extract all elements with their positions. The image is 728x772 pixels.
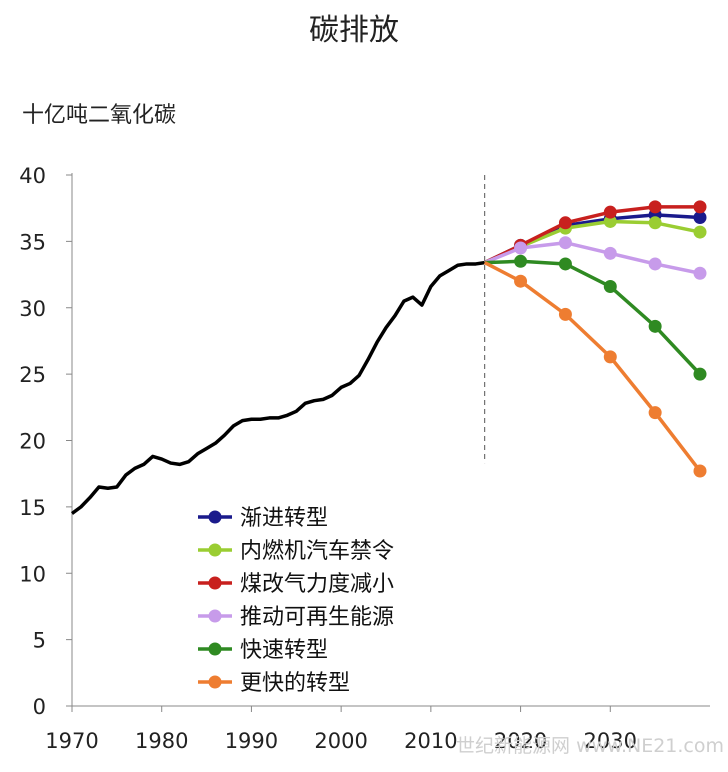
legend-label: 煤改气力度减小 — [240, 572, 394, 597]
legend-label: 快速转型 — [240, 638, 328, 663]
series-point-3 — [693, 200, 707, 214]
legend-label: 推动可再生能源 — [240, 605, 394, 630]
y-tick-label: 5 — [33, 629, 46, 653]
x-tick-labels: 1970 1980 1990 2000 2010 2020 2030 — [45, 706, 637, 753]
series-point-5 — [693, 367, 707, 381]
y-tick-label: 40 — [19, 164, 46, 188]
legend-label: 渐进转型 — [240, 506, 328, 531]
y-tick-label: 15 — [19, 496, 46, 520]
series-point-6 — [693, 464, 707, 478]
series-point-2 — [693, 225, 707, 239]
x-tick-label: 1970 — [45, 729, 98, 753]
legend-swatch-marker — [208, 576, 222, 590]
legend-swatch-marker — [208, 642, 222, 656]
series-point-5 — [603, 280, 617, 294]
series-line-1 — [483, 213, 701, 265]
y-tick-label: 35 — [19, 230, 46, 254]
series-point-4 — [648, 257, 662, 271]
watermark: 世纪新能源网 www.NE21.com — [456, 735, 724, 757]
series-point-5 — [558, 257, 572, 271]
x-tick-label: 1990 — [225, 729, 278, 753]
series-point-5 — [648, 319, 662, 333]
series-point-6 — [514, 274, 528, 288]
axes — [71, 173, 710, 707]
legend-swatch-marker — [208, 543, 222, 557]
x-tick-label: 2030 — [584, 729, 637, 753]
series-point-6 — [603, 350, 617, 364]
y-tick-label: 25 — [19, 363, 46, 387]
y-tick-label: 30 — [19, 297, 46, 321]
series-point-5 — [514, 254, 528, 268]
series-point-4 — [603, 246, 617, 260]
y-axis-label: 十亿吨二氧化碳 — [22, 103, 176, 128]
x-tick-label: 2010 — [404, 729, 457, 753]
y-tick-labels: 0 5 10 15 20 25 30 35 40 — [19, 164, 72, 719]
series-point-3 — [558, 216, 572, 230]
legend-label: 更快的转型 — [240, 671, 350, 696]
series-point-2 — [648, 216, 662, 230]
history-series — [70, 260, 485, 515]
x-tick-label: 2020 — [494, 729, 547, 753]
x-tick-label: 1980 — [135, 729, 188, 753]
series-point-3 — [648, 200, 662, 214]
series-line-6 — [483, 261, 702, 473]
chart-title: 碳排放 — [309, 13, 399, 48]
series-point-6 — [558, 307, 572, 321]
x-tick-label: 2000 — [314, 729, 367, 753]
legend-swatch-marker — [208, 609, 222, 623]
series-point-2 — [603, 214, 617, 228]
y-tick-label: 20 — [19, 430, 46, 454]
y-tick-label: 10 — [19, 562, 46, 586]
legend-label: 内燃机汽车禁令 — [240, 539, 394, 564]
legend-swatch-marker — [208, 510, 222, 524]
legend-swatch-marker — [208, 675, 222, 689]
series-point-6 — [648, 406, 662, 420]
history-line — [70, 260, 485, 515]
series-point-3 — [603, 205, 617, 219]
series-point-4 — [514, 241, 528, 255]
y-tick-label: 0 — [33, 695, 46, 719]
series-point-1 — [693, 210, 707, 224]
series-point-4 — [693, 266, 707, 280]
series-point-4 — [558, 236, 572, 250]
scenario-series — [483, 200, 707, 478]
